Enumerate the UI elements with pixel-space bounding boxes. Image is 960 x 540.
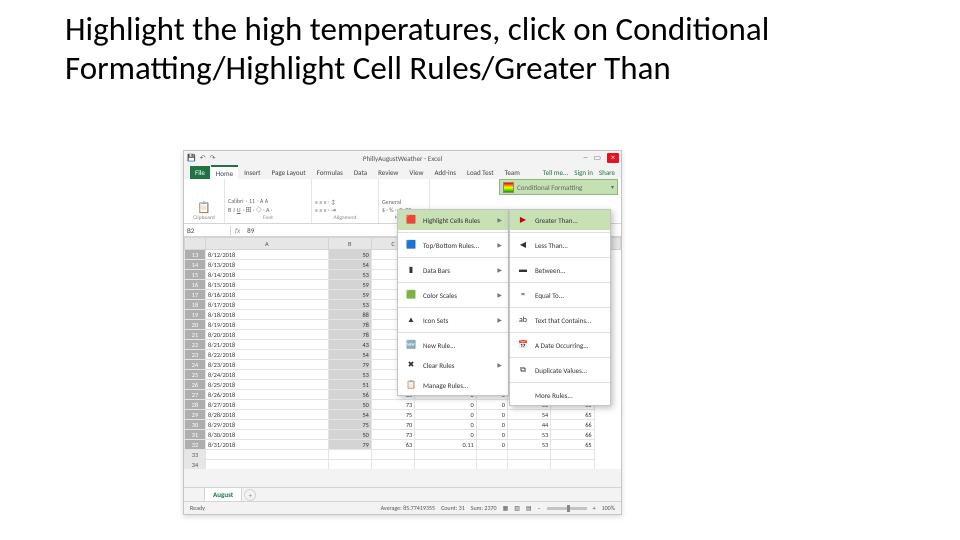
status-ready: Ready xyxy=(190,504,205,512)
signin[interactable]: Sign in xyxy=(574,168,593,177)
chevron-down-icon: ▾ xyxy=(611,183,614,191)
sheet-tabs[interactable]: August + xyxy=(184,487,621,502)
hcrules-submenu[interactable]: ▶ Greater Than... ◀ Less Than... ▬ Betwe… xyxy=(509,209,611,406)
zoom-slider[interactable] xyxy=(547,507,587,510)
name-box[interactable]: B2 xyxy=(184,226,231,235)
menu-manage-rules[interactable]: 📋 Manage Rules... xyxy=(398,375,508,395)
clear-icon: ✖ xyxy=(404,359,418,371)
databars-icon: ▮ xyxy=(404,264,418,276)
conditional-formatting-button[interactable]: Conditional Formatting ▾ xyxy=(499,179,618,195)
hcrules-icon: 🟥 xyxy=(404,214,418,226)
tab-view[interactable]: View xyxy=(404,166,428,179)
menu-highlight-cells-rules[interactable]: 🟥 Highlight Cells Rules ▶ xyxy=(398,210,508,230)
cf-menu[interactable]: 🟥 Highlight Cells Rules ▶ 🟦 Top/Bottom R… xyxy=(397,209,509,396)
between-icon: ▬ xyxy=(516,264,530,276)
group-clipboard[interactable]: 📋 Clipboard xyxy=(184,179,225,223)
slide-heading: Highlight the high temperatures, click o… xyxy=(65,10,895,88)
fx-icon[interactable]: fx xyxy=(231,226,244,235)
submenu-duplicate-values[interactable]: ⧉ Duplicate Values... xyxy=(510,360,610,380)
equal-icon: = xyxy=(516,289,530,301)
zoom-in-icon[interactable]: + xyxy=(593,504,596,512)
excel-window: 💾 ↶ ↷ PhillyAugustWeather - Excel ─ ▭ × Fi… xyxy=(183,150,622,515)
undo-icon: ↶ xyxy=(200,153,206,162)
status-sum: Sum: 2370 xyxy=(471,504,497,512)
submenu-between[interactable]: ▬ Between... xyxy=(510,260,610,280)
window-title: PhillyAugustWeather - Excel xyxy=(363,154,442,163)
group-font[interactable]: Calibri · 11 · A A B I U · 田 · ◇ · A · F… xyxy=(225,179,312,223)
iconsets-icon: ▲ xyxy=(404,314,418,326)
conditional-formatting-icon xyxy=(503,182,514,193)
menu-icon-sets[interactable]: ▲ Icon Sets ▶ xyxy=(398,310,508,330)
manage-icon: 📋 xyxy=(404,379,418,391)
quick-access-toolbar[interactable]: 💾 ↶ ↷ xyxy=(187,153,215,162)
tab-home[interactable]: Home xyxy=(211,165,238,180)
new-sheet-button[interactable]: + xyxy=(244,489,256,501)
menu-clear-rules[interactable]: ✖ Clear Rules ▶ xyxy=(398,355,508,375)
menu-new-rule[interactable]: 🆕 New Rule... xyxy=(398,335,508,355)
minimize-icon[interactable]: ─ xyxy=(583,153,587,163)
paste-icon[interactable]: 📋 xyxy=(197,201,211,214)
tab-loadtest[interactable]: Load Test xyxy=(462,166,499,179)
colorscales-icon: 🟩 xyxy=(404,289,418,301)
tab-team[interactable]: Team xyxy=(500,166,525,179)
formula-value[interactable]: 89 xyxy=(244,226,257,235)
ribbon-tabs: File Home Insert Page Layout Formulas Da… xyxy=(184,165,621,179)
status-avg: Average: 85.77419355 xyxy=(381,504,436,512)
menu-data-bars[interactable]: ▮ Data Bars ▶ xyxy=(398,260,508,280)
tab-page-layout[interactable]: Page Layout xyxy=(267,166,311,179)
tab-addins[interactable]: Add-ins xyxy=(429,166,461,179)
redo-icon: ↷ xyxy=(210,153,216,162)
dup-icon: ⧉ xyxy=(516,364,530,376)
menu-top-bottom-rules[interactable]: 🟦 Top/Bottom Rules... ▶ xyxy=(398,235,508,255)
close-icon[interactable]: × xyxy=(607,153,619,163)
tab-formulas[interactable]: Formulas xyxy=(312,166,348,179)
zoom-out-icon[interactable]: − xyxy=(538,504,541,512)
text-icon: ab xyxy=(516,314,530,326)
status-bar: Ready Average: 85.77419355 Count: 31 Sum… xyxy=(184,501,621,514)
tab-insert[interactable]: Insert xyxy=(239,166,265,179)
tellme[interactable]: Tell me... xyxy=(543,168,568,177)
menu-color-scales[interactable]: 🟩 Color Scales ▶ xyxy=(398,285,508,305)
submenu-text-contains[interactable]: ab Text that Contains... xyxy=(510,310,610,330)
view-break-icon[interactable]: ▤ xyxy=(526,504,532,512)
newrule-icon: 🆕 xyxy=(404,339,418,351)
submenu-equal-to[interactable]: = Equal To... xyxy=(510,285,610,305)
view-page-icon[interactable]: ▥ xyxy=(514,504,520,512)
submenu-more-rules[interactable]: More Rules... xyxy=(510,385,610,405)
arrow-right-icon: ▶ xyxy=(485,216,502,224)
topbottom-icon: 🟦 xyxy=(404,239,418,251)
save-icon: 💾 xyxy=(187,153,196,162)
tab-file[interactable]: File xyxy=(190,166,210,179)
status-count: Count: 31 xyxy=(441,504,465,512)
restore-icon[interactable]: ▭ xyxy=(593,153,601,163)
tab-data[interactable]: Data xyxy=(349,166,372,179)
date-icon: 📅 xyxy=(516,339,530,351)
share-button[interactable]: Share xyxy=(599,168,615,177)
tab-review[interactable]: Review xyxy=(373,166,403,179)
zoom-level[interactable]: 100% xyxy=(602,504,615,512)
submenu-date-occurring[interactable]: 📅 A Date Occurring... xyxy=(510,335,610,355)
greater-icon: ▶ xyxy=(516,214,530,226)
view-normal-icon[interactable]: ▦ xyxy=(503,504,509,512)
submenu-greater-than[interactable]: ▶ Greater Than... xyxy=(510,210,610,230)
less-icon: ◀ xyxy=(516,239,530,251)
title-bar[interactable]: 💾 ↶ ↷ PhillyAugustWeather - Excel ─ ▭ × xyxy=(184,151,621,165)
submenu-less-than[interactable]: ◀ Less Than... xyxy=(510,235,610,255)
group-alignment[interactable]: ≡ ≡ ≡ · ↕ ≡ ≡ ≡ · ⇥ Alignment xyxy=(312,179,379,223)
